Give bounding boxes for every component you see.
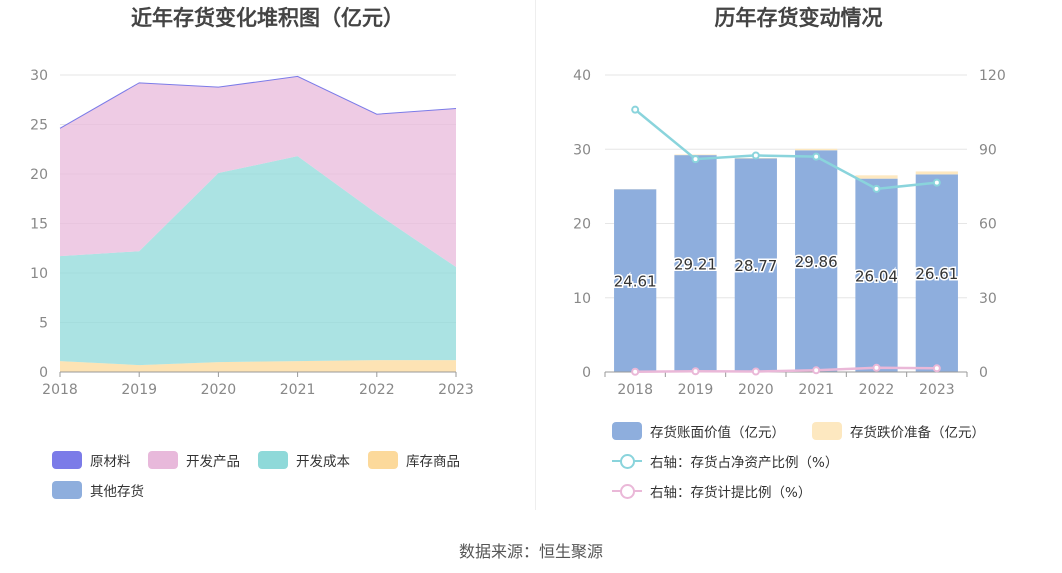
y2-tick-label: 60 — [979, 217, 997, 233]
y-tick-label: 10 — [30, 266, 48, 282]
bar-impairment — [674, 154, 717, 156]
legend-swatch — [148, 451, 178, 469]
legend-swatch — [612, 422, 642, 440]
x-tick-label: 2020 — [201, 382, 237, 398]
bar-book-value — [855, 178, 898, 372]
line-net-asset-ratio-point — [932, 178, 941, 187]
area-dev-cost — [60, 156, 456, 366]
line-net-asset-ratio-point — [751, 151, 760, 160]
area-dev-products — [60, 76, 456, 268]
y-tick-label: 30 — [573, 142, 591, 158]
x-tick-label: 2019 — [678, 382, 714, 398]
legend-label: 存货跌价准备（亿元） — [850, 425, 985, 441]
y-tick-label: 20 — [573, 217, 591, 233]
legend-label: 右轴：存货计提比例（%） — [650, 485, 812, 501]
line-provision-ratio-point — [631, 367, 640, 376]
bar-value-label: 28.77 — [734, 257, 777, 275]
legend-label: 其他存货 — [90, 484, 144, 500]
x-tick-label: 2022 — [859, 382, 895, 398]
bar-book-value — [795, 150, 838, 372]
line-net-asset-ratio-point — [631, 105, 640, 114]
line-net-asset-ratio-point — [691, 155, 700, 164]
y2-tick-label: 30 — [979, 291, 997, 307]
legend-label: 库存商品 — [406, 454, 460, 470]
legend-swatch — [812, 422, 842, 440]
line-provision-ratio-point — [751, 367, 760, 376]
area-top-edge — [59, 75, 457, 129]
x-tick-label: 2018 — [617, 382, 653, 398]
left-chart-title: 近年存货变化堆积图（亿元） — [131, 6, 404, 30]
x-tick-label: 2018 — [42, 382, 78, 398]
bar-book-value — [734, 158, 777, 372]
legend-label: 原材料 — [90, 454, 131, 470]
area-inventory-goods — [60, 360, 456, 372]
line-provision-ratio-point — [812, 366, 821, 375]
x-tick-label: 2020 — [738, 382, 774, 398]
bar-value-label: 29.21 — [674, 256, 717, 274]
line-net-asset-ratio-point — [872, 184, 881, 193]
legend-item-inventory-goods[interactable]: 库存商品 — [368, 450, 460, 470]
legend-line-swatch — [612, 452, 642, 470]
legend-line-swatch — [612, 482, 642, 500]
y-tick-label: 20 — [30, 167, 48, 183]
bar-book-value — [915, 174, 958, 372]
line-net-asset-ratio-point — [812, 152, 821, 161]
legend-item-provision-ratio[interactable]: 右轴：存货计提比例（%） — [612, 481, 811, 501]
y-tick-label: 0 — [39, 365, 48, 381]
x-tick-label: 2021 — [280, 382, 316, 398]
y-tick-label: 5 — [39, 316, 48, 332]
y-tick-label: 30 — [30, 68, 48, 84]
right-chart-title: 历年存货变动情况 — [714, 6, 883, 30]
y2-tick-label: 0 — [979, 365, 988, 381]
bar-book-value — [674, 155, 717, 372]
left-area-chart: 0 5 10 15 20 25 30 2018 2019 2020 2021 2022 2023 — [30, 68, 474, 398]
bar-value-label: 26.61 — [915, 265, 958, 283]
legend-label: 存货账面价值（亿元） — [650, 425, 785, 441]
line-provision-ratio-point — [691, 367, 700, 376]
line-provision-ratio-point — [872, 363, 881, 372]
legend-item-other[interactable]: 其他存货 — [52, 480, 144, 500]
bar-value-label: 24.61 — [614, 273, 657, 291]
bar-value-label: 29.86 — [795, 253, 838, 271]
legend-swatch — [52, 481, 82, 499]
line-provision-ratio — [635, 366, 937, 374]
y-tick-label: 0 — [582, 365, 591, 381]
line-net-asset-ratio — [634, 108, 937, 191]
legend-item-book-value[interactable]: 存货账面价值（亿元） — [612, 421, 785, 441]
bar-value-label: 26.04 — [855, 267, 898, 285]
bar-impairment — [915, 171, 958, 175]
legend-item-impairment[interactable]: 存货跌价准备（亿元） — [812, 421, 985, 441]
y2-tick-label: 120 — [979, 68, 1006, 84]
x-tick-label: 2021 — [798, 382, 834, 398]
right-bar-chart: 0 10 20 30 40 0 30 60 90 120 24.61 29.21 28.77 29.86 2… — [573, 68, 1006, 398]
y-tick-label: 25 — [30, 118, 48, 134]
legend-swatch — [368, 451, 398, 469]
legend-item-raw-materials[interactable]: 原材料 — [52, 450, 131, 470]
legend-label: 开发产品 — [186, 454, 240, 470]
legend-swatch — [52, 451, 82, 469]
y-tick-label: 10 — [573, 291, 591, 307]
bar-book-value — [614, 189, 657, 372]
chart-divider — [535, 0, 536, 510]
x-tick-label: 2023 — [919, 382, 955, 398]
legend-label: 右轴：存货占净资产比例（%） — [650, 455, 839, 471]
bar-impairment — [795, 148, 838, 151]
legend-item-dev-products[interactable]: 开发产品 — [148, 450, 240, 470]
legend-item-net-asset-ratio[interactable]: 右轴：存货占净资产比例（%） — [612, 451, 838, 471]
legend-label: 开发成本 — [296, 454, 350, 470]
y-tick-label: 15 — [30, 217, 48, 233]
y-tick-label: 40 — [573, 68, 591, 84]
x-tick-label: 2023 — [438, 382, 474, 398]
data-source: 数据来源：恒生聚源 — [458, 542, 603, 561]
x-tick-label: 2022 — [359, 382, 395, 398]
x-tick-label: 2019 — [121, 382, 157, 398]
bar-impairment — [855, 175, 898, 179]
legend-swatch — [258, 451, 288, 469]
legend-item-dev-cost[interactable]: 开发成本 — [258, 450, 350, 470]
y2-tick-label: 90 — [979, 142, 997, 158]
line-provision-ratio-point — [932, 364, 941, 373]
